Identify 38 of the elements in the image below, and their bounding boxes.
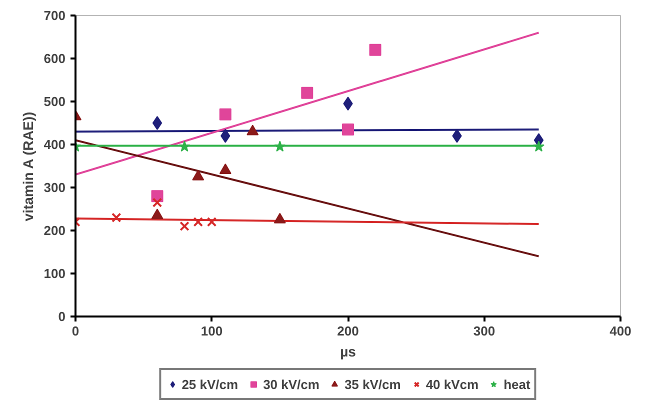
y-axis-title: vitamin A (RAE)) bbox=[20, 112, 36, 222]
point bbox=[342, 123, 354, 136]
point bbox=[533, 140, 544, 152]
x-tick-label: 300 bbox=[473, 324, 496, 338]
point bbox=[301, 86, 314, 99]
point bbox=[369, 44, 382, 56]
x-axis-title: µs bbox=[340, 344, 356, 360]
legend-label: heat bbox=[504, 376, 530, 392]
point bbox=[152, 198, 162, 208]
point bbox=[246, 124, 259, 136]
x-tick-label: 400 bbox=[610, 324, 632, 338]
x-tick-label: 0 bbox=[72, 324, 80, 338]
point bbox=[192, 170, 204, 180]
y-tick-label: 200 bbox=[44, 223, 66, 238]
y-tick-label: 300 bbox=[44, 180, 66, 195]
y-tick-label: 600 bbox=[44, 51, 66, 66]
y-tick-label: 400 bbox=[44, 137, 66, 152]
point bbox=[274, 140, 286, 152]
point bbox=[151, 208, 164, 220]
y-tick-label: 700 bbox=[44, 8, 66, 23]
point bbox=[219, 108, 232, 120]
y-tick-label: 500 bbox=[44, 94, 66, 109]
legend-label: 25 kV/cm bbox=[182, 376, 238, 392]
x-tick-label: 200 bbox=[337, 324, 359, 338]
point bbox=[206, 217, 217, 227]
point bbox=[180, 221, 190, 232]
y-tick-label: 0 bbox=[58, 309, 66, 324]
legend-label: 35 kV/cm bbox=[344, 376, 401, 392]
point bbox=[152, 116, 162, 130]
point bbox=[193, 217, 204, 227]
legend-label: 30 kV/cm bbox=[263, 376, 320, 392]
x-tick-label: 100 bbox=[200, 324, 223, 338]
point bbox=[111, 212, 122, 222]
y-tick-label: 100 bbox=[44, 266, 66, 281]
point bbox=[219, 163, 232, 174]
legend-label: 40 kVcm bbox=[426, 376, 479, 392]
point bbox=[274, 212, 286, 224]
point bbox=[178, 140, 190, 152]
